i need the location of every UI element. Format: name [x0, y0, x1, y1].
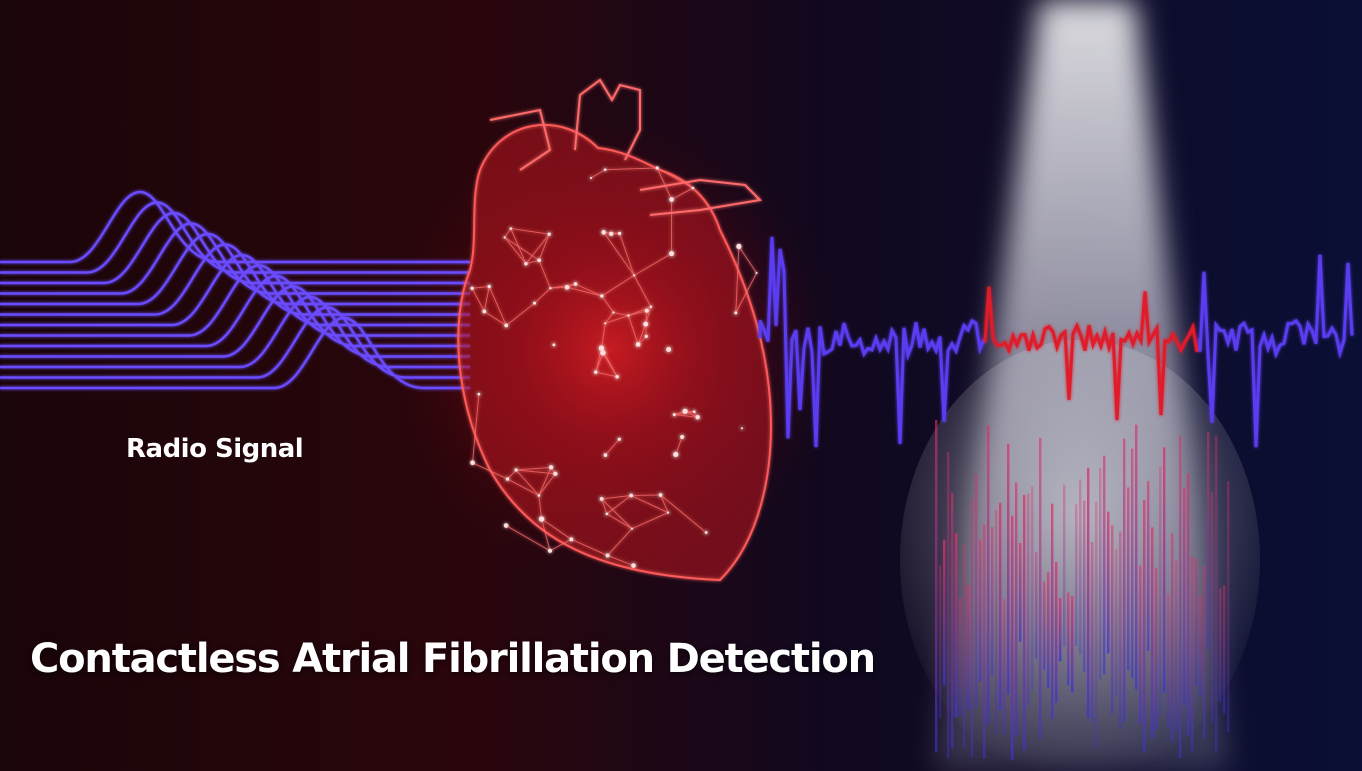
spectrogram-column: [947, 452, 950, 759]
spectrogram-column: [1147, 480, 1150, 652]
spectrogram-column: [1167, 593, 1170, 729]
spectrogram-column: [1151, 527, 1154, 739]
spectrogram-column: [1087, 467, 1090, 719]
spectrogram-column: [1023, 495, 1026, 751]
spectrogram-column: [1043, 581, 1046, 670]
spectrogram-column: [1003, 599, 1006, 735]
spectrogram-column: [1119, 531, 1122, 729]
spectrogram-column: [1171, 533, 1174, 741]
spectrogram-column: [951, 492, 954, 749]
spectrogram-column: [963, 543, 966, 748]
spectrogram-column: [1031, 486, 1034, 690]
spectrogram-column: [1103, 455, 1106, 675]
spectrogram-column: [1099, 467, 1102, 680]
spectrogram-column: [1063, 484, 1066, 647]
spectrogram-column: [1191, 555, 1194, 752]
spectrogram-column: [1127, 487, 1130, 671]
spectrogram-column: [1047, 572, 1050, 688]
radio-wave-line: [0, 274, 470, 348]
spectrogram-column: [1179, 435, 1182, 758]
radio-signal-label: Radio Signal: [126, 434, 304, 464]
radio-wave-line: [0, 243, 470, 316]
radio-wave-line: [0, 232, 470, 306]
radio-wave-line: [0, 190, 470, 264]
spectrogram-column: [1143, 499, 1146, 753]
radio-wave-line: [0, 264, 470, 337]
spectrogram-column: [1075, 504, 1078, 646]
spectrogram-column: [1067, 592, 1070, 686]
spectrogram: [935, 420, 1230, 760]
spectrogram-column: [1039, 437, 1042, 739]
spectrogram-column: [1219, 588, 1222, 703]
spectrogram-column: [935, 420, 938, 753]
radio-wave-line: [0, 285, 470, 358]
spectrogram-column: [987, 425, 990, 725]
spectrogram-column: [1223, 585, 1226, 714]
spectrogram-column: [1199, 596, 1202, 697]
spectrogram-column: [1015, 482, 1018, 737]
spectrogram-column: [1071, 595, 1074, 693]
spectrogram-column: [1107, 511, 1110, 654]
spectrogram-column: [1079, 479, 1082, 655]
radio-wave-line: [0, 211, 470, 285]
spectrogram-column: [995, 510, 998, 735]
spectrogram-column: [1115, 549, 1118, 698]
spectrogram-column: [999, 502, 1002, 711]
spectrogram-column: [943, 539, 946, 686]
spectrogram-column: [1187, 473, 1190, 736]
spectrogram-column: [1215, 435, 1218, 753]
spectrogram-column: [1163, 447, 1166, 693]
radio-wave-line: [0, 316, 470, 390]
spectrogram-column: [1123, 438, 1126, 722]
spectrogram-column: [1207, 431, 1210, 650]
heart-wireframe: [457, 78, 772, 582]
spectrogram-column: [1211, 492, 1214, 723]
spectrogram-column: [1091, 542, 1094, 723]
spectrogram-column: [1175, 560, 1178, 731]
spectrogram-column: [1035, 552, 1038, 660]
spectrogram-column: [1095, 501, 1098, 750]
spectrogram-column: [1055, 561, 1058, 703]
radio-wave-line: [0, 306, 470, 379]
ecg-signal: [758, 236, 1354, 448]
spectrogram-column: [1227, 481, 1230, 733]
spectrogram-column: [1135, 424, 1138, 690]
spectrogram-column: [939, 565, 942, 718]
spectrogram-column: [1195, 558, 1198, 686]
spectrogram-column: [1139, 565, 1142, 725]
spectrogram-column: [991, 527, 994, 676]
spectrogram-column: [1131, 448, 1134, 679]
radio-wave-line: [0, 253, 470, 327]
image-title: Contactless Atrial Fibrillation Detectio…: [30, 636, 876, 682]
spectrogram-column: [967, 585, 970, 710]
spectrogram-column: [959, 597, 962, 716]
spectrogram-column: [975, 473, 978, 708]
radio-signal-waves: [0, 190, 470, 390]
radio-wave-line: [0, 201, 470, 274]
spectrogram-column: [1019, 542, 1022, 642]
spectrogram-column: [1027, 493, 1030, 706]
spectrogram-column: [1051, 503, 1054, 720]
spectrogram-column: [1155, 567, 1158, 731]
spectrogram-column: [1011, 515, 1014, 760]
spectrogram-column: [1111, 525, 1114, 715]
spectrogram-column: [1159, 466, 1162, 717]
spectrogram-column: [1083, 500, 1086, 673]
spectrogram-column: [1203, 565, 1206, 738]
radio-wave-line: [0, 295, 470, 369]
spectrogram-column: [955, 533, 958, 718]
spectrogram-column: [1183, 487, 1186, 706]
spectrogram-column: [1007, 443, 1010, 695]
spectrogram-column: [971, 498, 974, 758]
radio-wave-line: [0, 222, 470, 295]
spectrogram-column: [1059, 598, 1062, 662]
spectrogram-column: [979, 539, 982, 682]
spectrogram-column: [983, 524, 986, 759]
